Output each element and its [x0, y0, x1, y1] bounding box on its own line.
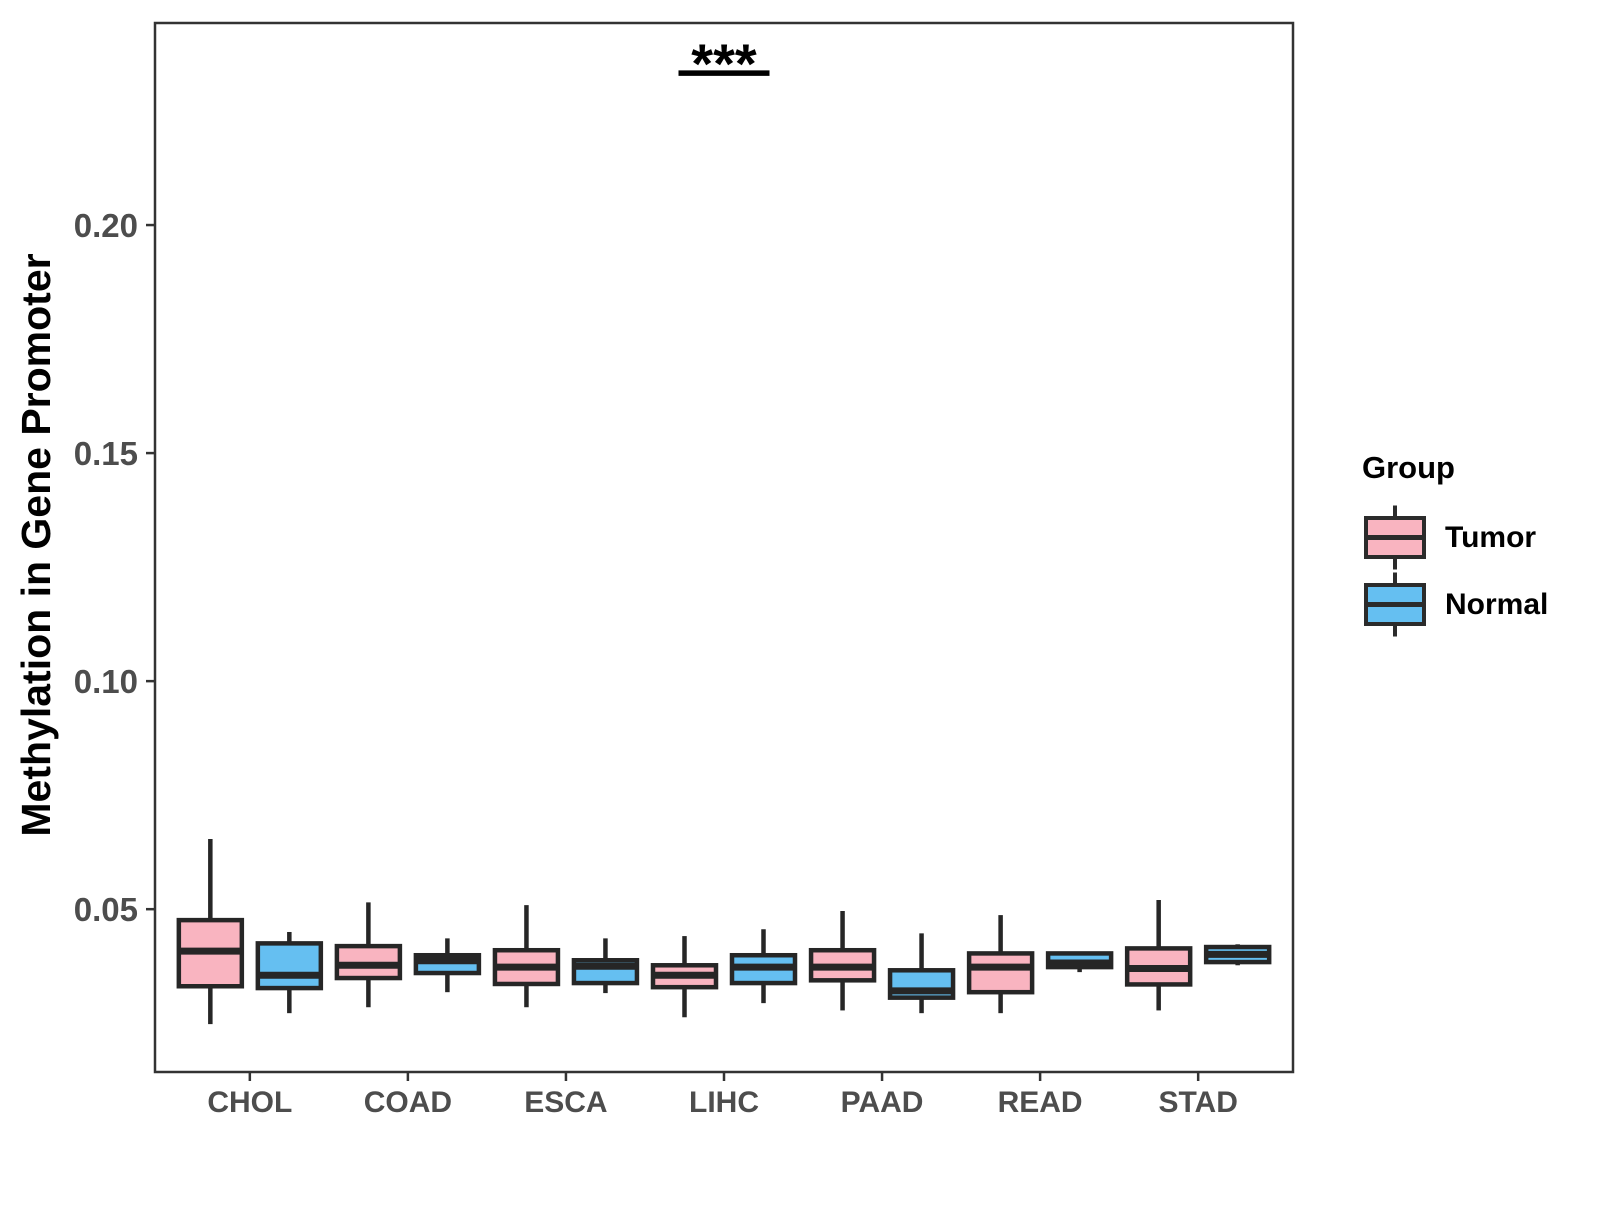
boxplot-coad-normal: [413, 938, 482, 993]
boxplot-stad-tumor: [1124, 900, 1193, 1011]
y-tick-label: 0.15: [74, 435, 138, 472]
plot-panel: [153, 21, 1295, 1074]
boxplot-chol-normal: [255, 931, 324, 1014]
significance-lihc: ***: [678, 32, 770, 95]
boxplot-stad-normal: [1203, 944, 1272, 966]
significance-stars: ***: [691, 32, 757, 95]
y-tick-label: 0.05: [74, 891, 138, 928]
x-tick-label-read: READ: [998, 1086, 1083, 1119]
legend-label-normal: Normal: [1445, 588, 1548, 621]
x-tick-label-paad: PAAD: [841, 1086, 924, 1119]
y-axis-title: Methylation in Gene Promoter: [13, 253, 59, 836]
annotation-layer: ***: [678, 32, 770, 95]
legend-key-normal: Normal: [1364, 572, 1548, 637]
boxplot-paad-tumor: [808, 911, 877, 1011]
axes-layer: 0.05 0.10 0.15 0.20 CHOL COAD ESCA LIHC PAAD READ…: [74, 207, 1238, 1119]
iqr-box: [966, 951, 1035, 995]
x-tick-label-esca: ESCA: [524, 1086, 607, 1119]
boxplot-read-tumor: [966, 915, 1035, 1014]
legend-label-tumor: Tumor: [1445, 521, 1536, 554]
boxplots-layer: [176, 838, 1272, 1025]
iqr-box: [255, 941, 324, 991]
legend: Group Tumor Normal: [1362, 450, 1548, 637]
boxplot-lihc-tumor: [650, 936, 719, 1018]
panel-border: [153, 21, 1295, 1074]
x-tick-label-chol: CHOL: [207, 1086, 292, 1119]
x-tick-label-coad: COAD: [364, 1086, 452, 1119]
x-tick-label-stad: STAD: [1158, 1086, 1237, 1119]
boxplot-chol-tumor: [176, 838, 245, 1025]
legend-title: Group: [1362, 450, 1455, 485]
y-tick-label: 0.10: [74, 663, 138, 700]
legend-key-tumor: Tumor: [1364, 505, 1536, 570]
y-tick-label: 0.20: [74, 207, 138, 244]
boxplot-coad-tumor: [334, 902, 403, 1008]
boxplot-read-normal: [1045, 951, 1114, 973]
boxplot-esca-normal: [571, 938, 640, 994]
boxplot-paad-normal: [887, 933, 956, 1014]
boxplot-esca-tumor: [492, 905, 561, 1008]
x-tick-label-lihc: LIHC: [689, 1086, 759, 1119]
boxplot-lihc-normal: [729, 929, 798, 1004]
